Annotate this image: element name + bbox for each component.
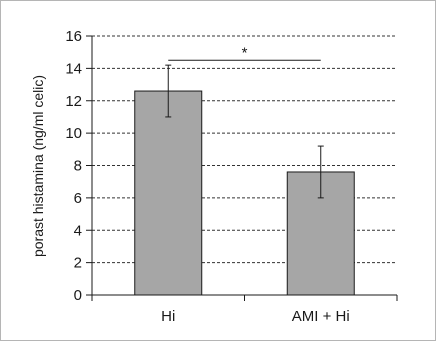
axes [86, 35, 398, 301]
x-category-label: Hi [161, 308, 175, 325]
y-tick-label: 14 [65, 60, 82, 77]
significance-label: * [242, 44, 248, 61]
y-tick-labels: 0 2 4 6 8 10 12 14 16 [65, 28, 82, 304]
y-tick-label: 8 [74, 158, 82, 175]
y-tick-label: 16 [65, 28, 82, 45]
y-axis-title: porast histamina (ng/ml celic) [30, 75, 46, 257]
y-tick-label: 10 [65, 125, 82, 142]
y-tick-label: 4 [74, 222, 82, 239]
bars [134, 64, 355, 296]
y-tick-label: 0 [74, 287, 82, 304]
y-tick-label: 6 [74, 190, 82, 207]
significance-marker: * [168, 44, 321, 61]
bar [134, 90, 203, 296]
x-category-label: AMI + Hi [292, 308, 350, 325]
x-category-labels: Hi AMI + Hi [161, 308, 350, 325]
y-tick-label: 2 [74, 255, 82, 272]
y-tick-label: 12 [65, 93, 82, 110]
